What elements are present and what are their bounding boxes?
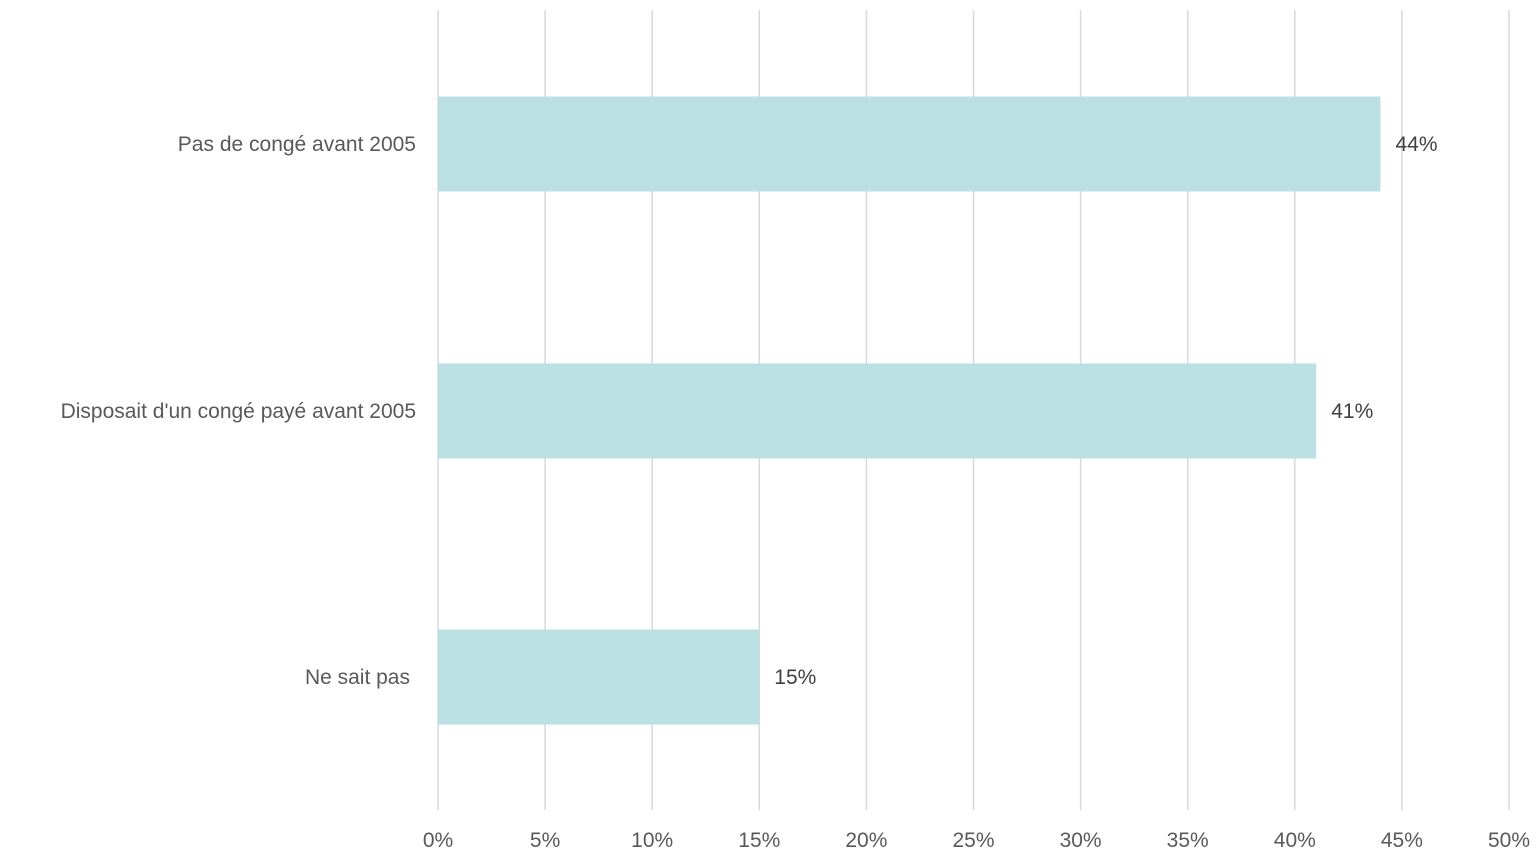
- category-labels: Pas de congé avant 2005 Disposait d'un co…: [61, 133, 416, 689]
- x-tick-label: 40%: [1274, 829, 1316, 850]
- x-tick-label: 0%: [423, 829, 453, 850]
- x-tick-label: 35%: [1167, 829, 1209, 850]
- x-tick-label: 20%: [845, 829, 887, 850]
- category-label: Disposait d'un congé payé avant 2005: [61, 400, 416, 423]
- category-label: Ne sait pas: [305, 666, 410, 689]
- x-tick-label: 15%: [738, 829, 780, 850]
- x-tick-label: 30%: [1060, 829, 1102, 850]
- bar: [438, 363, 1317, 459]
- x-tick-label: 5%: [530, 829, 560, 850]
- x-tick-label: 45%: [1381, 829, 1423, 850]
- data-label: 44%: [1395, 133, 1437, 156]
- data-labels: 44% 41% 15%: [774, 133, 1437, 689]
- x-tick-label: 25%: [952, 829, 994, 850]
- x-tick-label: 10%: [631, 829, 673, 850]
- data-label: 41%: [1331, 400, 1373, 423]
- bar: [438, 96, 1381, 192]
- x-tick-label: 50%: [1488, 829, 1530, 850]
- bar: [438, 629, 760, 725]
- x-axis-tick-labels: 0% 5% 10% 15% 20% 25% 30% 35% 40% 45% 50%: [423, 829, 1530, 850]
- bars: [438, 96, 1381, 725]
- data-label: 15%: [774, 666, 816, 689]
- category-label: Pas de congé avant 2005: [178, 133, 416, 156]
